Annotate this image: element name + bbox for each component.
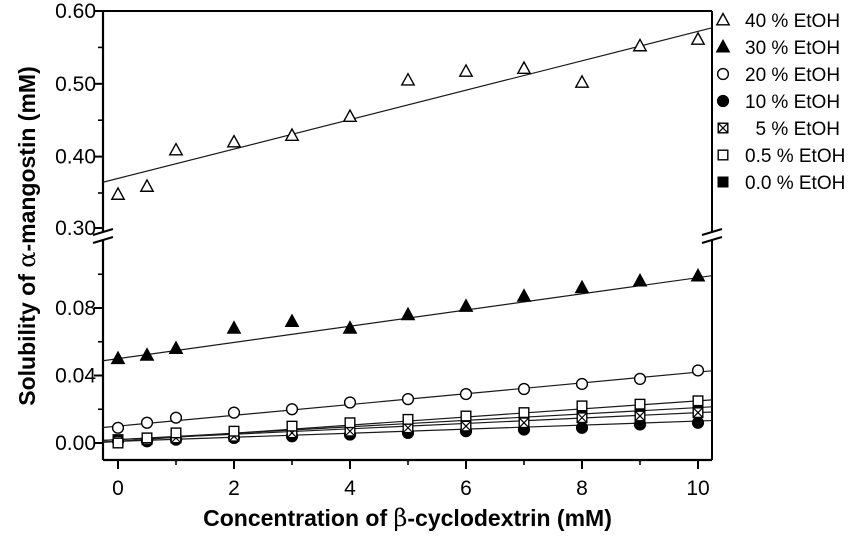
data-marker <box>227 406 241 419</box>
marker-x-stroke <box>460 420 472 432</box>
data-marker <box>111 421 125 434</box>
data-marker <box>690 267 706 282</box>
data-marker <box>574 279 590 294</box>
x-tick-label: 10 <box>686 477 709 500</box>
data-marker <box>226 134 242 148</box>
legend-label: 5 % EtOH <box>745 119 840 140</box>
y-tick-label: 0.30 <box>55 217 96 240</box>
marker-x-stroke <box>518 417 530 428</box>
data-marker <box>110 186 126 200</box>
data-marker <box>226 320 242 334</box>
data-marker <box>344 417 356 429</box>
legend-label: 0.5 % EtOH <box>745 146 845 167</box>
data-marker <box>516 60 532 75</box>
data-marker <box>400 306 416 321</box>
x-axis-title: Concentration of β-cyclodextrin (mM) <box>103 504 712 532</box>
marker-x-stroke <box>634 410 646 422</box>
data-marker <box>575 377 589 391</box>
data-marker <box>168 340 184 354</box>
legend-marker <box>715 12 731 26</box>
data-marker <box>576 400 588 412</box>
data-marker <box>633 372 647 385</box>
data-marker <box>168 142 184 156</box>
legend-marker <box>716 94 730 108</box>
data-marker <box>141 432 153 444</box>
data-marker <box>401 393 415 406</box>
y-tick-label: 0.40 <box>55 146 96 169</box>
data-marker <box>402 413 414 425</box>
y-axis-title-post: -mangostin (mM) <box>14 66 40 252</box>
data-marker <box>343 396 357 409</box>
data-marker <box>458 298 474 312</box>
y-tick-label: 0.04 <box>55 365 96 388</box>
data-marker <box>139 178 155 192</box>
legend-label: 30 % EtOH <box>745 38 840 59</box>
data-marker <box>691 416 705 429</box>
data-marker <box>575 421 589 434</box>
y-axis-title: Solubility of α-mangostin (mM) <box>13 6 43 466</box>
y-tick-label: 0.50 <box>55 73 96 96</box>
legend-label: 20 % EtOH <box>745 65 840 86</box>
alpha-symbol: α <box>13 251 41 268</box>
data-marker <box>691 364 705 377</box>
x-tick-label: 2 <box>228 477 240 500</box>
marker-x-stroke <box>692 407 704 418</box>
data-marker <box>286 420 298 432</box>
legend-marker <box>715 39 731 53</box>
data-marker <box>112 437 124 449</box>
axis-break-mark <box>92 228 114 236</box>
data-marker <box>342 320 358 334</box>
data-marker <box>110 350 126 365</box>
axis-break-mark <box>701 228 723 236</box>
y-tick-label: 0.00 <box>55 432 96 455</box>
data-marker <box>139 347 155 361</box>
x-axis-title-post: -cyclodextrin (mM) <box>407 505 612 531</box>
data-marker <box>169 411 183 424</box>
axis-break-mark <box>701 236 723 244</box>
beta-symbol: β <box>393 504 408 532</box>
data-marker <box>228 425 240 437</box>
y-axis-title-pre: Solubility of <box>14 267 40 406</box>
data-marker <box>516 288 532 302</box>
marker-x-stroke <box>576 412 588 423</box>
data-marker <box>518 407 530 419</box>
data-marker <box>692 395 704 407</box>
data-marker <box>170 427 182 439</box>
data-marker <box>632 273 648 287</box>
data-marker <box>284 127 300 141</box>
data-marker <box>284 313 300 327</box>
data-marker <box>690 31 706 45</box>
y-tick-label: 0.60 <box>55 0 96 23</box>
axis-break-mark <box>92 236 114 244</box>
data-marker <box>140 416 154 429</box>
data-marker <box>342 108 358 123</box>
data-marker <box>574 74 590 88</box>
data-marker <box>285 403 299 416</box>
legend-marker <box>717 176 729 188</box>
data-marker <box>632 37 648 52</box>
data-marker <box>460 410 472 422</box>
legend-label: 10 % EtOH <box>745 92 840 113</box>
data-marker <box>458 63 474 77</box>
x-tick-label: 6 <box>460 477 472 500</box>
marker-x-stroke <box>717 122 729 134</box>
trend-line <box>102 27 713 183</box>
x-axis-title-pre: Concentration of <box>203 505 394 531</box>
legend-marker <box>717 149 729 161</box>
data-marker <box>634 398 646 410</box>
x-tick-label: 0 <box>112 477 124 500</box>
legend-label: 40 % EtOH <box>745 11 840 32</box>
data-marker <box>400 72 416 86</box>
x-tick-label: 8 <box>576 477 588 500</box>
data-marker <box>517 382 531 396</box>
data-marker <box>459 387 473 401</box>
legend-marker <box>716 67 730 81</box>
x-tick-label: 4 <box>344 477 356 500</box>
legend-label: 0.0 % EtOH <box>745 173 845 194</box>
y-tick-label: 0.08 <box>55 297 96 320</box>
